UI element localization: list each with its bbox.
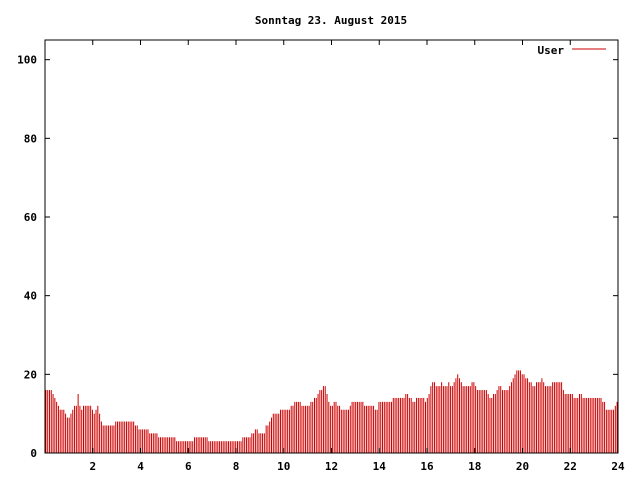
y-tick-label: 40 bbox=[24, 290, 37, 303]
x-tick-label: 2 bbox=[89, 460, 96, 473]
legend-label-user: User bbox=[538, 44, 565, 57]
legend: User bbox=[538, 44, 606, 57]
y-tick-label: 20 bbox=[24, 368, 37, 381]
y-tick-label: 60 bbox=[24, 211, 37, 224]
chart-title: Sonntag 23. August 2015 bbox=[255, 14, 407, 27]
x-tick-label: 18 bbox=[468, 460, 481, 473]
x-tick-label: 4 bbox=[137, 460, 144, 473]
x-tick-label: 22 bbox=[564, 460, 577, 473]
y-tick-label: 80 bbox=[24, 132, 37, 145]
x-tick-label: 10 bbox=[277, 460, 290, 473]
x-tick-label: 12 bbox=[325, 460, 338, 473]
x-tick-label: 8 bbox=[233, 460, 240, 473]
plot-frame bbox=[44, 39, 619, 454]
x-tick-label: 16 bbox=[420, 460, 434, 473]
y-tick-label: 0 bbox=[30, 447, 37, 460]
y-tick-label: 100 bbox=[17, 54, 37, 67]
x-tick-label: 24 bbox=[611, 460, 625, 473]
x-tick-label: 6 bbox=[185, 460, 192, 473]
x-tick-label: 20 bbox=[516, 460, 529, 473]
bar-series bbox=[45, 370, 618, 453]
x-tick-label: 14 bbox=[373, 460, 387, 473]
